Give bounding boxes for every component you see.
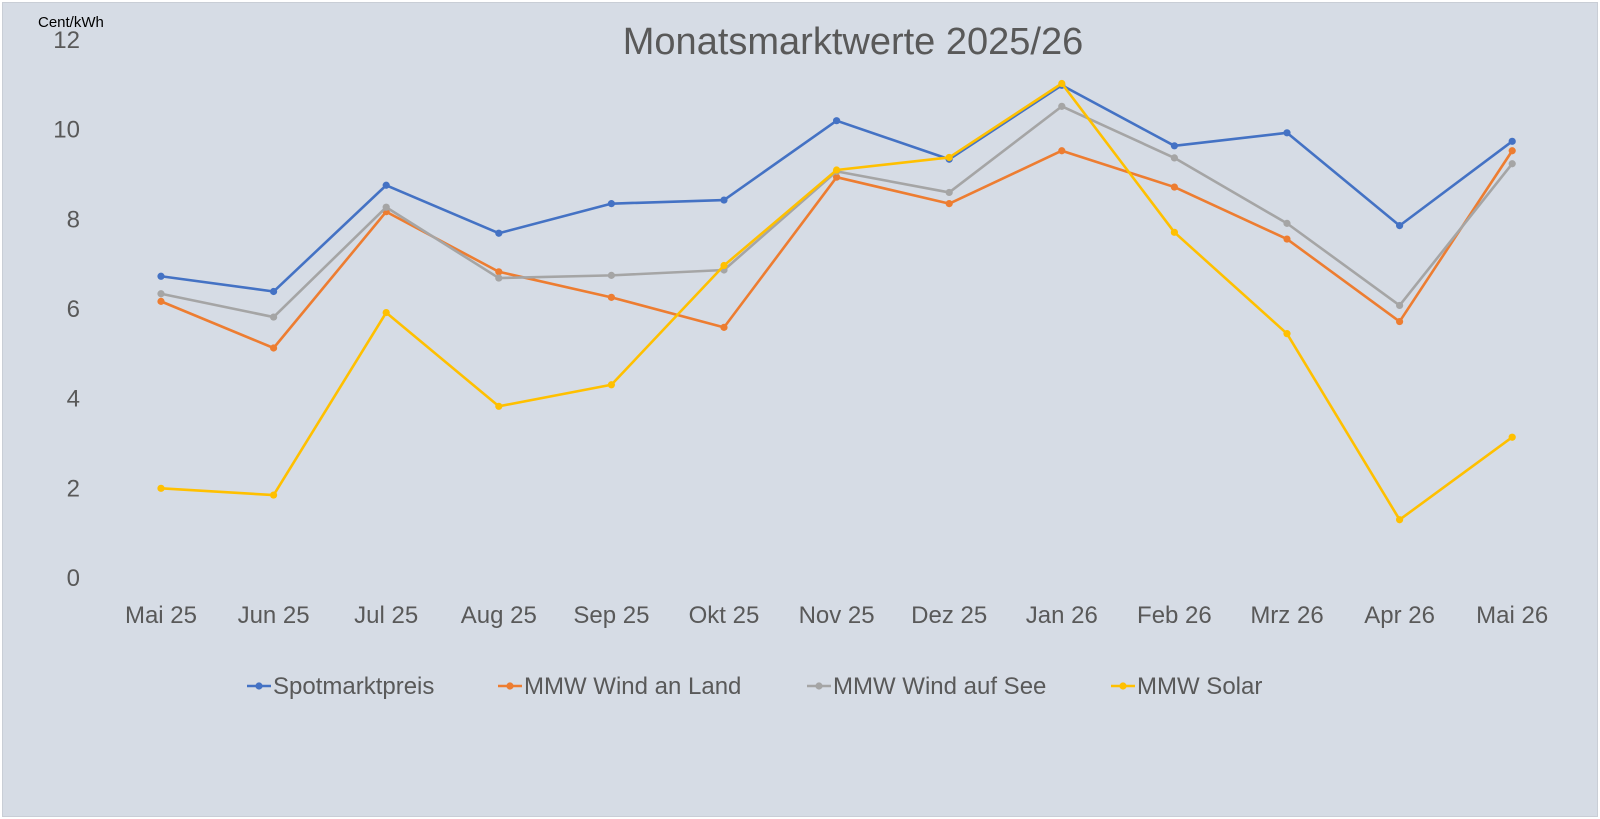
data-point xyxy=(1058,102,1066,110)
data-point xyxy=(1283,219,1291,227)
series-line xyxy=(159,105,1514,319)
data-point xyxy=(945,188,953,197)
data-point xyxy=(382,308,390,317)
data-point xyxy=(1508,137,1516,145)
data-point xyxy=(1283,129,1291,137)
legend: Spotmarktpreis MMW Wind an Land MMW Wind a… xyxy=(247,673,1262,700)
y-axis: 0 2 4 6 8 10 12 xyxy=(53,27,80,592)
legend-marker xyxy=(1119,682,1127,690)
data-point xyxy=(607,271,616,279)
line-chart: Monatsmarktwerte 2025/26 Cent/kWh 0 2 4 6 8 1… xyxy=(38,14,1548,700)
data-point xyxy=(1396,317,1404,326)
legend-item: MMW Wind an Land xyxy=(498,673,741,700)
y-tick-label: 10 xyxy=(53,117,80,144)
data-point xyxy=(607,381,616,389)
legend-item: MMW Wind auf See xyxy=(807,673,1046,700)
data-point xyxy=(1283,235,1291,243)
legend-item: MMW Solar xyxy=(1111,673,1262,700)
data-point xyxy=(720,196,728,204)
legend-label: MMW Solar xyxy=(1137,673,1262,700)
legend-marker xyxy=(506,682,514,690)
series-1 xyxy=(157,81,1516,296)
legend-marker xyxy=(255,682,263,690)
data-point xyxy=(1170,228,1178,236)
data-point xyxy=(1396,516,1404,524)
data-point xyxy=(157,272,165,280)
data-point xyxy=(157,297,165,305)
x-tick-label: Nov 25 xyxy=(799,602,875,629)
x-tick-label: Aug 25 xyxy=(461,602,537,629)
legend-label: Spotmarktpreis xyxy=(273,673,434,700)
legend-label: MMW Wind auf See xyxy=(833,673,1046,700)
y-tick-label: 0 xyxy=(67,565,80,592)
x-tick-label: Mrz 26 xyxy=(1250,602,1323,629)
x-tick-label: Jun 25 xyxy=(238,602,310,629)
series-2 xyxy=(157,147,1516,352)
data-point xyxy=(1058,79,1066,88)
data-point xyxy=(270,344,278,352)
data-point xyxy=(495,402,503,410)
y-tick-label: 12 xyxy=(53,27,80,54)
legend-marker xyxy=(815,682,823,690)
x-axis: Mai 25 Jun 25 Jul 25 Aug 25 Sep 25 Okt 25 Nov … xyxy=(125,602,1548,629)
data-point xyxy=(607,293,616,301)
data-point xyxy=(945,200,953,208)
data-point xyxy=(833,166,841,174)
y-tick-label: 8 xyxy=(67,206,80,233)
series-4 xyxy=(157,79,1516,524)
data-point xyxy=(1170,142,1178,150)
y-tick-label: 6 xyxy=(67,296,80,323)
data-point xyxy=(382,203,390,211)
y-axis-unit-label: Cent/kWh xyxy=(38,14,104,31)
data-point xyxy=(157,484,165,492)
data-point xyxy=(270,313,278,321)
x-tick-label: Feb 26 xyxy=(1137,602,1212,629)
data-point xyxy=(1170,183,1178,191)
series-line xyxy=(159,82,1514,522)
data-point xyxy=(833,173,841,181)
data-point xyxy=(1396,301,1404,310)
data-point xyxy=(382,181,390,189)
data-point xyxy=(1508,147,1516,155)
x-tick-label: Okt 25 xyxy=(689,602,760,629)
x-tick-label: Dez 25 xyxy=(911,602,987,629)
data-point xyxy=(495,268,503,276)
legend-item: Spotmarktpreis xyxy=(247,673,434,700)
y-tick-label: 4 xyxy=(67,386,80,413)
data-point xyxy=(1508,160,1516,168)
y-tick-label: 2 xyxy=(67,475,80,502)
x-tick-label: Mai 26 xyxy=(1476,602,1548,629)
data-point xyxy=(833,117,841,125)
data-point xyxy=(720,261,728,270)
x-tick-label: Sep 25 xyxy=(573,602,649,629)
chart-title: Monatsmarktwerte 2025/26 xyxy=(623,21,1083,63)
x-tick-label: Jan 26 xyxy=(1026,602,1098,629)
data-point xyxy=(270,287,278,296)
data-point xyxy=(1283,330,1291,338)
x-tick-label: Mai 25 xyxy=(125,602,197,629)
data-point xyxy=(1170,154,1178,162)
series-line xyxy=(159,83,1514,293)
data-point xyxy=(720,323,728,331)
series-3 xyxy=(157,102,1516,321)
data-point xyxy=(945,153,953,162)
data-point xyxy=(1396,222,1404,230)
data-point xyxy=(270,491,278,499)
series-layer xyxy=(157,79,1516,524)
x-tick-label: Jul 25 xyxy=(354,602,418,629)
x-tick-label: Apr 26 xyxy=(1364,602,1435,629)
data-point xyxy=(607,200,616,208)
data-point xyxy=(1508,433,1516,441)
data-point xyxy=(1058,147,1066,155)
legend-label: MMW Wind an Land xyxy=(524,673,741,700)
data-point xyxy=(495,229,503,237)
data-point xyxy=(495,274,503,282)
data-point xyxy=(157,290,165,298)
